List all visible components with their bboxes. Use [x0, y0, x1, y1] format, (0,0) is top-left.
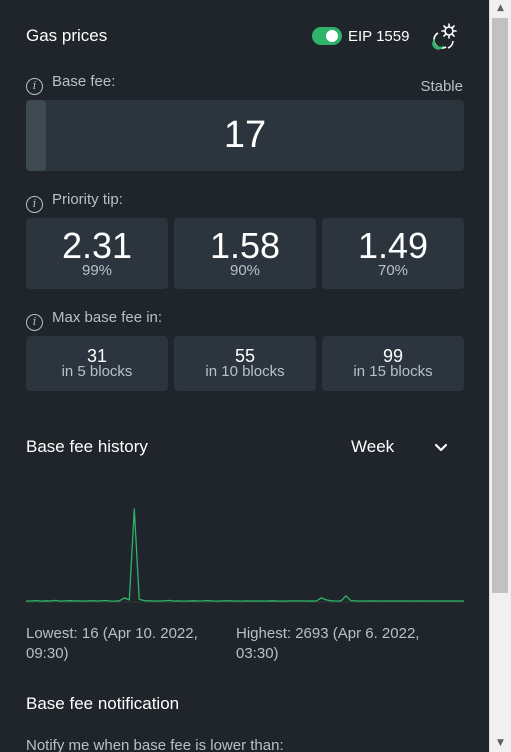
notification-title: Base fee notification [26, 694, 180, 713]
lowest-stat: Lowest: 16 (Apr 10. 2022, 09:30) [26, 624, 198, 664]
priority-tip-percent: 90% [229, 262, 261, 279]
header: Gas prices EIP 1559 [26, 21, 464, 52]
max-base-fee-tile[interactable]: 55 in 10 blocks [174, 336, 316, 391]
max-base-fee-label: i Max base fee in: [26, 309, 162, 331]
scrollbar[interactable]: ▲ ▼ [489, 0, 511, 752]
max-base-fee-value: 31 [86, 346, 108, 366]
highest-stat: Highest: 2693 (Apr 6. 2022, 03:30) [236, 624, 419, 664]
priority-tip-value: 1.58 [209, 225, 281, 266]
priority-tip-percent: 99% [81, 262, 113, 279]
settings-gear-moon-icon[interactable] [430, 21, 460, 51]
info-icon[interactable]: i [26, 196, 43, 213]
max-base-fee-value: 55 [234, 346, 256, 366]
page-title: Gas prices [26, 26, 108, 45]
priority-tip-value: 1.49 [357, 225, 429, 266]
base-fee-label: i Base fee: [26, 73, 115, 95]
scroll-down-arrow[interactable]: ▼ [497, 738, 504, 748]
priority-tip-tile[interactable]: 2.31 99% [26, 218, 168, 289]
lowest-stat-time: 09:30) [26, 645, 69, 662]
highest-stat-line: Highest: 2693 (Apr 6. 2022, [236, 625, 420, 642]
eip1559-toggle[interactable] [312, 27, 342, 45]
info-icon[interactable]: i [26, 314, 43, 331]
gas-prices-panel: Gas prices EIP 1559 i Base fee: Stable 17… [26, 21, 464, 752]
priority-tip-tile[interactable]: 1.49 70% [322, 218, 464, 289]
max-base-fee-tile[interactable]: 31 in 5 blocks [26, 336, 168, 391]
base-fee-history-line [26, 508, 464, 602]
info-icon[interactable]: i [26, 78, 43, 95]
notification-description: Notify me when base fee is lower than: [26, 737, 284, 752]
base-fee-history-chart [26, 508, 464, 603]
period-select[interactable]: Week [351, 437, 395, 456]
base-fee-value: 17 [223, 114, 267, 156]
base-fee-box: 17 [26, 100, 464, 171]
max-base-fee-value: 99 [382, 346, 404, 366]
priority-tip-label: i Priority tip: [26, 191, 123, 213]
priority-tip-value: 2.31 [61, 225, 133, 266]
max-base-fee-tile[interactable]: 99 in 15 blocks [322, 336, 464, 391]
scroll-up-arrow[interactable]: ▲ [497, 3, 504, 13]
max-base-fee-blocks: in 15 blocks [353, 363, 433, 380]
priority-tip-label-text: Priority tip: [52, 191, 123, 208]
chevron-down-icon[interactable] [431, 439, 451, 457]
lowest-stat-line: Lowest: 16 (Apr 10. 2022, [26, 625, 198, 642]
toggle-knob [326, 30, 338, 42]
scroll-thumb[interactable] [492, 18, 508, 593]
max-base-fee-label-text: Max base fee in: [52, 309, 163, 326]
priority-tip-percent: 70% [377, 262, 409, 279]
max-base-fee-blocks: in 10 blocks [205, 363, 285, 380]
base-fee-trend: Stable [420, 78, 463, 95]
base-fee-label-text: Base fee: [52, 73, 116, 90]
base-fee-history-title: Base fee history [26, 437, 148, 456]
max-base-fee-blocks: in 5 blocks [61, 363, 133, 380]
base-fee-level-bar [26, 100, 46, 171]
eip1559-label: EIP 1559 [348, 28, 410, 45]
priority-tip-tile[interactable]: 1.58 90% [174, 218, 316, 289]
highest-stat-time: 03:30) [236, 645, 279, 662]
